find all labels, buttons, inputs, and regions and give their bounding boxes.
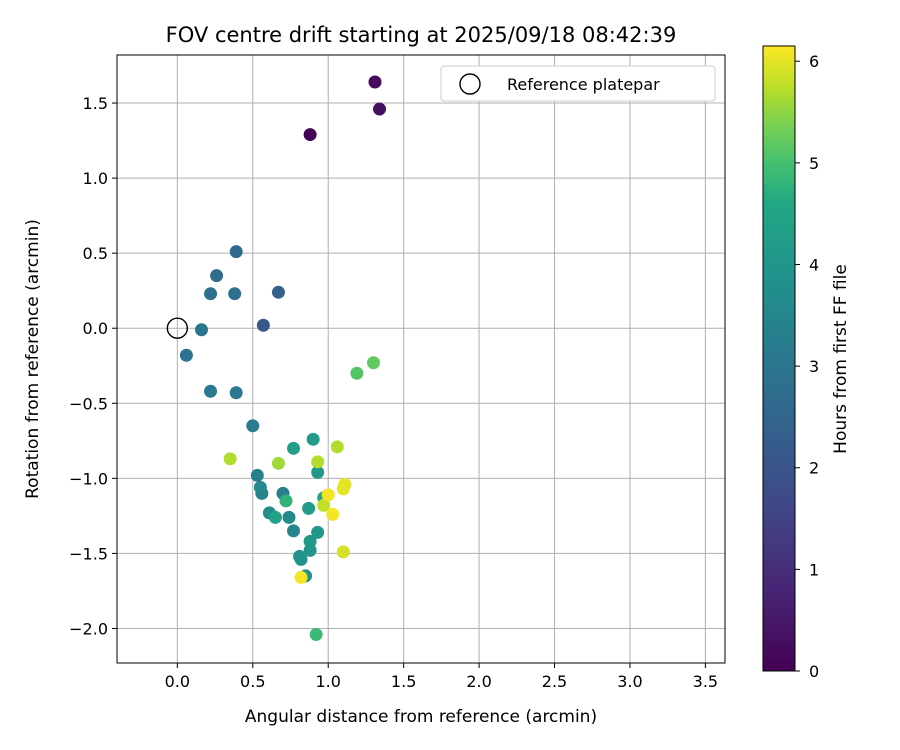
x-tick-label: 0.5 xyxy=(240,672,265,691)
y-axis-label: Rotation from reference (arcmin) xyxy=(23,219,43,499)
colorbar-tick-label: 2 xyxy=(809,459,819,478)
colorbar-tick-label: 5 xyxy=(809,154,819,173)
data-point xyxy=(330,440,344,454)
data-point xyxy=(311,525,325,539)
legend-reference-marker xyxy=(459,73,481,95)
data-point xyxy=(373,102,387,116)
x-tick-label: 1.0 xyxy=(315,672,340,691)
y-tick-label: 1.5 xyxy=(83,94,108,113)
colorbar-frame xyxy=(762,45,796,672)
data-point xyxy=(210,269,224,283)
data-point xyxy=(368,75,382,89)
data-point xyxy=(279,494,293,508)
data-point xyxy=(311,455,325,469)
data-point xyxy=(256,318,270,332)
x-tick-label: 2.5 xyxy=(542,672,567,691)
data-point xyxy=(268,510,282,524)
data-point xyxy=(350,366,364,380)
data-point xyxy=(326,507,340,521)
y-axis-ticks: −2.0 −1.5 −1.0 −0.5 0.0 0.5 1.0 1.5 xyxy=(69,94,117,638)
colorbar-tick-label: 6 xyxy=(809,52,819,71)
x-axis-label: Angular distance from reference (arcmin) xyxy=(245,707,597,727)
legend-entry-reference: Reference platepar xyxy=(507,75,660,94)
data-point xyxy=(317,498,331,512)
data-point xyxy=(246,419,260,433)
data-point xyxy=(303,128,317,142)
legend: Reference platepar xyxy=(440,65,716,102)
y-tick-label: 1.0 xyxy=(83,169,108,188)
colorbar: 0 1 2 3 4 5 6 Hours from first FF file xyxy=(762,45,851,681)
plot-frame xyxy=(116,54,726,664)
colorbar-tick-label: 4 xyxy=(809,255,819,274)
data-point xyxy=(253,480,267,494)
data-point xyxy=(309,627,323,641)
data-point xyxy=(229,245,243,259)
data-points xyxy=(179,75,387,641)
data-point xyxy=(303,534,317,548)
data-point xyxy=(294,552,308,566)
data-point xyxy=(366,356,380,370)
chart-title: FOV centre drift starting at 2025/09/18 … xyxy=(166,23,677,47)
reference-marker xyxy=(166,317,189,339)
data-point xyxy=(302,501,316,515)
x-tick-label: 3.0 xyxy=(617,672,642,691)
data-point xyxy=(306,432,320,446)
y-tick-label: −2.0 xyxy=(69,619,108,638)
data-point xyxy=(338,477,352,491)
data-point xyxy=(271,285,285,299)
colorbar-tick-label: 1 xyxy=(809,560,819,579)
data-point xyxy=(204,287,218,301)
data-point xyxy=(229,386,243,400)
grid-lines xyxy=(117,55,725,663)
y-tick-label: 0.0 xyxy=(83,319,108,338)
colorbar-ticks: 0 1 2 3 4 5 6 xyxy=(795,52,819,681)
data-point xyxy=(282,510,296,524)
data-point xyxy=(179,348,193,362)
data-point xyxy=(287,441,301,455)
colorbar-label: Hours from first FF file xyxy=(831,264,851,454)
colorbar-gradient xyxy=(763,46,795,671)
x-axis-ticks: 0.0 0.5 1.0 1.5 2.0 2.5 3.0 3.5 xyxy=(165,663,718,691)
reference-marker-group xyxy=(166,317,189,339)
data-point xyxy=(271,456,285,470)
data-point xyxy=(294,570,308,584)
data-point xyxy=(223,452,237,466)
y-tick-label: −1.0 xyxy=(69,469,108,488)
data-point xyxy=(250,468,264,482)
x-tick-label: 2.0 xyxy=(466,672,491,691)
y-tick-label: −1.5 xyxy=(69,544,108,563)
data-point xyxy=(194,323,208,337)
colorbar-tick-label: 0 xyxy=(809,662,819,681)
data-point xyxy=(321,488,335,502)
colorbar-tick-label: 3 xyxy=(809,357,819,376)
data-point xyxy=(311,465,325,479)
data-point xyxy=(336,545,350,559)
x-tick-label: 3.5 xyxy=(693,672,718,691)
x-tick-label: 1.5 xyxy=(391,672,416,691)
data-point xyxy=(228,287,242,301)
y-tick-label: 0.5 xyxy=(83,244,108,263)
data-point xyxy=(204,384,218,398)
x-tick-label: 0.0 xyxy=(165,672,190,691)
y-tick-label: −0.5 xyxy=(69,394,108,413)
data-point xyxy=(303,543,317,557)
data-point xyxy=(287,524,301,538)
legend-box xyxy=(440,65,716,102)
